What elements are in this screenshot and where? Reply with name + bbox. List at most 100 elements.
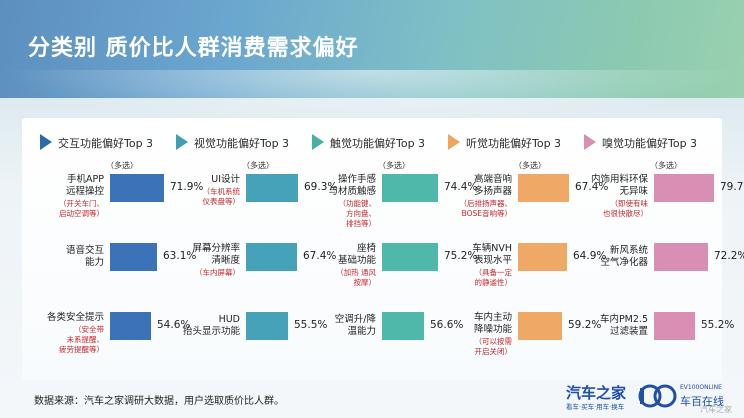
category-name-line: 基础功能 <box>337 255 376 266</box>
triangle-bullet-icon <box>176 134 188 150</box>
bar-value-label: 56.6% <box>430 319 464 331</box>
bar <box>246 174 298 202</box>
bar-row: 各类安全提示 （安全带 未系提醒、 疲劳提醒等） 54.6% <box>40 312 190 364</box>
multi-select-note: （多选） <box>514 161 546 170</box>
category-name-line: 语音交互 <box>65 245 104 256</box>
category-name-line: 无异味 <box>619 186 648 197</box>
category-label: 车辆NVH 表现水平 （具备一定 的静谧性） <box>440 243 512 288</box>
chart-header: 视觉功能偏好Top 3 <box>176 132 320 154</box>
bar-row: 屏幕分辨率 清晰度 （车内屏幕） 67.4% <box>176 243 336 295</box>
chart-header: 触觉功能偏好Top 3 <box>312 132 456 154</box>
bar-row: 车辆NVH 表现水平 （具备一定 的静谧性） 64.9% <box>448 243 606 295</box>
bar-value-label: 69.3% <box>304 181 338 193</box>
chart-header: 嗅觉功能偏好Top 3 <box>584 132 728 154</box>
category-note-line: 的静谧性） <box>474 278 513 287</box>
bar <box>110 243 157 271</box>
category-name-line: 车内主动 <box>473 312 512 323</box>
chart-title: 嗅觉功能偏好Top 3 <box>602 137 698 150</box>
category-note-line: 未系提醒、 <box>66 335 105 344</box>
bar-row: 空调升/降 温能力 56.6% <box>312 312 463 364</box>
triangle-bullet-icon <box>448 134 460 150</box>
category-name-line: 能力 <box>84 257 104 268</box>
category-label: 空调升/降 温能力 <box>304 314 376 338</box>
category-name-line: UI设计 <box>211 174 240 185</box>
bar-row: 操作手感 与材质触感 （功能键、 方向盘、 排挡等） 74.4% <box>312 174 477 228</box>
category-name-line: 清晰度 <box>211 255 240 266</box>
category-note-line: （车机系统 <box>202 187 241 196</box>
category-name-line: 空气净化器 <box>600 257 648 268</box>
bar-value-label: 59.2% <box>568 319 602 331</box>
bar-row: HUD 抬头显示功能 55.5% <box>176 312 327 364</box>
category-name-line: 内饰用料环保 <box>590 174 648 185</box>
category-note-line: （功能键、 <box>338 199 377 208</box>
bar <box>654 243 708 271</box>
category-name-line: HUD <box>218 314 240 325</box>
chart-title: 交互功能偏好Top 3 <box>58 137 154 150</box>
bar-row: 车内主动 降噪功能 （可以按需 开启关闭） 59.2% <box>448 312 601 364</box>
category-label: HUD 抬头显示功能 <box>168 314 240 338</box>
bar <box>110 174 164 202</box>
category-label: 各类安全提示 （安全带 未系提醒、 疲劳提醒等） <box>32 312 104 355</box>
category-name-line: 车辆NVH <box>472 243 512 254</box>
bar <box>382 243 438 271</box>
chart-column: 视觉功能偏好Top 3 （多选） UI设计 （车机系统 仪表盘等） 69.3% 屏幕分辨率清… <box>176 132 337 372</box>
bar <box>518 312 562 340</box>
category-note-line: （具备一定 <box>474 268 513 277</box>
category-label: 座椅 基础功能 （加热 通风 按摩） <box>304 243 376 288</box>
bar-value-label: 55.2% <box>701 319 735 331</box>
chart-title: 听觉功能偏好Top 3 <box>466 137 562 150</box>
category-note-line: （可以按需 <box>474 337 513 346</box>
bar-value-label: 75.2% <box>444 250 478 262</box>
category-label: 内饰用料环保 无异味 （即使有味 也很快散尽） <box>576 174 648 219</box>
autohome-logo: 汽车之家 <box>566 384 627 402</box>
category-name-line: 远程操控 <box>65 186 104 197</box>
bar-value-label: 72.2% <box>714 250 744 262</box>
bar <box>518 243 567 271</box>
category-note-line: （安全带 <box>74 325 104 334</box>
bar-row: 高端音响 多扬声器 （后排扬声器、 BOSE音响等） 67.4% <box>448 174 608 226</box>
bar-row: 手机APP 远程操控 （开关车门、 启动空调等） 71.9% <box>40 174 203 226</box>
category-name-line: 高端音响 <box>473 174 512 185</box>
triangle-bullet-icon <box>40 134 52 150</box>
category-label: 操作手感 与材质触感 （功能键、 方向盘、 排挡等） <box>304 174 376 229</box>
bar-value-label: 67.4% <box>303 250 337 262</box>
category-label: 车内PM2.5 过滤装置 <box>576 314 648 338</box>
data-source-note: 数据来源：汽车之家调研大数据，用户选取质价比人群。 <box>34 396 284 407</box>
che100-cn-name: 车百在线 <box>680 395 724 408</box>
category-note-line: （开关车门、 <box>59 199 104 208</box>
bar <box>518 174 569 202</box>
category-name-line: 手机APP <box>67 174 104 185</box>
category-name-line: 抬头显示功能 <box>182 326 240 337</box>
chart-column: 听觉功能偏好Top 3 （多选） 高端音响 多扬声器 （后排扬声器、 BOSE音响等） 67… <box>448 132 608 372</box>
bar <box>246 243 297 271</box>
category-note-line: 按摩） <box>353 278 377 287</box>
bar-value-label: 63.1% <box>163 250 197 262</box>
bar-value-label: 54.6% <box>157 319 191 331</box>
bar-row: 语音交互 能力 63.1% <box>40 243 196 295</box>
category-note-line: （车内屏幕） <box>195 268 240 277</box>
category-label: 车内主动 降噪功能 （可以按需 开启关闭） <box>440 312 512 357</box>
category-note-line: BOSE音响等） <box>461 209 512 218</box>
chart-header: 交互功能偏好Top 3 <box>40 132 184 154</box>
category-label: 语音交互 能力 <box>32 245 104 269</box>
category-note-line: （即使有味 <box>610 199 649 208</box>
category-name-line: 空调升/降 <box>334 314 376 325</box>
bar-value-label: 55.5% <box>294 319 328 331</box>
category-label: 新风系统 空气净化器 <box>576 245 648 269</box>
category-label: 高端音响 多扬声器 （后排扬声器、 BOSE音响等） <box>440 174 513 219</box>
category-label: UI设计 （车机系统 仪表盘等） <box>168 174 241 207</box>
category-note-line: 疲劳提醒等） <box>59 345 104 354</box>
category-name-line: 温能力 <box>347 326 376 337</box>
watermark: 汽车之家 <box>700 405 732 414</box>
category-note-line: 开启关闭） <box>474 347 513 356</box>
bar-row: UI设计 （车机系统 仪表盘等） 69.3% <box>176 174 337 226</box>
category-name-line: 新风系统 <box>609 245 648 256</box>
multi-select-note: （多选） <box>242 161 274 170</box>
category-name-line: 表现水平 <box>473 255 512 266</box>
bar <box>382 312 424 340</box>
category-name-line: 车内PM2.5 <box>599 314 648 325</box>
category-note-line: 启动空调等） <box>59 209 104 218</box>
category-name-line: 过滤装置 <box>609 326 648 337</box>
category-note-line: 仪表盘等） <box>202 197 241 206</box>
